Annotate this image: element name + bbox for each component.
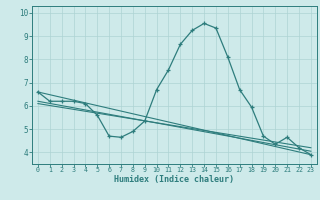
- X-axis label: Humidex (Indice chaleur): Humidex (Indice chaleur): [115, 175, 234, 184]
